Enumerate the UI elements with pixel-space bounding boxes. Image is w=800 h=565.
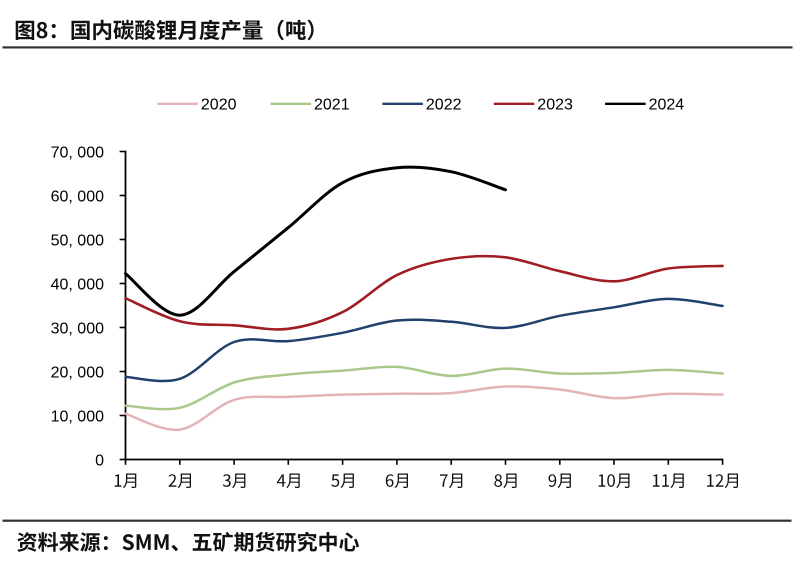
svg-text:50, 000: 50, 000 bbox=[51, 232, 104, 249]
svg-text:30, 000: 30, 000 bbox=[51, 320, 104, 337]
svg-text:2024: 2024 bbox=[649, 97, 685, 114]
svg-text:2020: 2020 bbox=[201, 97, 237, 114]
svg-text:40, 000: 40, 000 bbox=[51, 276, 104, 293]
svg-text:70, 000: 70, 000 bbox=[51, 144, 104, 161]
svg-text:60, 000: 60, 000 bbox=[51, 188, 104, 205]
svg-text:2021: 2021 bbox=[314, 97, 350, 114]
svg-text:20, 000: 20, 000 bbox=[51, 364, 104, 381]
svg-text:10, 000: 10, 000 bbox=[51, 408, 104, 425]
svg-text:0: 0 bbox=[95, 452, 104, 469]
svg-text:2022: 2022 bbox=[426, 97, 462, 114]
svg-text:2023: 2023 bbox=[537, 97, 573, 114]
